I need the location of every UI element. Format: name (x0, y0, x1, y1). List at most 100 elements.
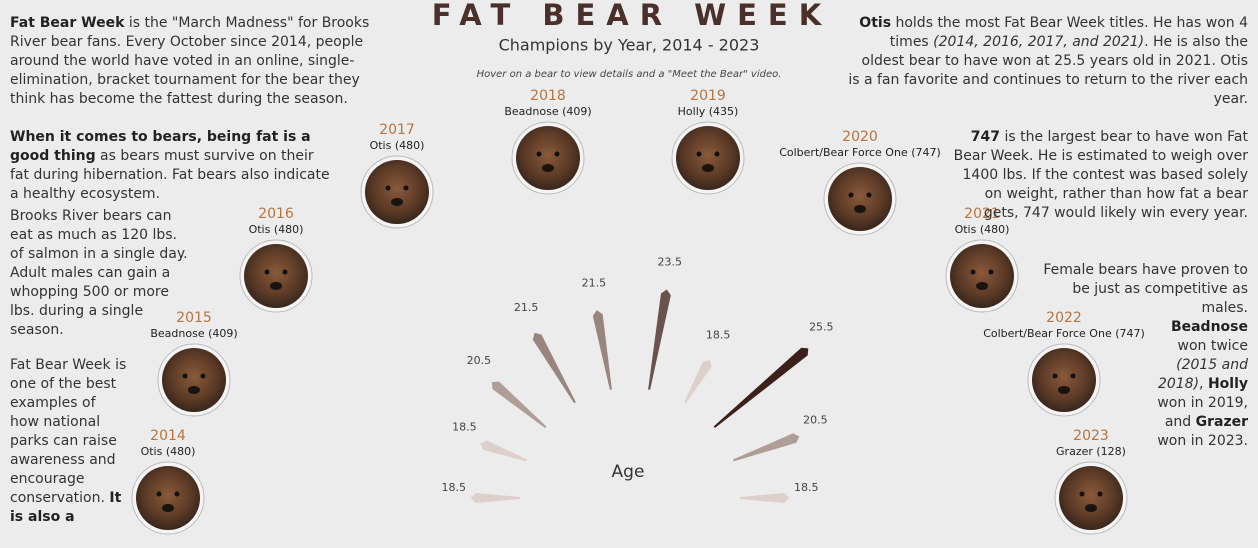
bear-eye (1070, 373, 1076, 379)
hint: Hover on a bear to view details and a "M… (477, 69, 782, 80)
age-label: 21.5 (514, 301, 539, 314)
text-run: holds the most Fat Bear Week titles. He … (889, 15, 1248, 50)
right-para: Beadnose won twice (2015 and 2018), Holl… (1140, 318, 1248, 451)
bear-eye (714, 151, 720, 157)
bear-eye (554, 151, 560, 157)
text-run: is the largest bear to have won Fat Bear… (953, 129, 1248, 221)
age-label: 20.5 (467, 354, 492, 367)
year-label: 2021 (964, 206, 1000, 222)
text-run: (2014, 2016, 2017, and 2021) (933, 34, 1145, 50)
age-bar (713, 347, 809, 429)
bear-name: Beadnose (409) (504, 105, 591, 118)
age-label: 18.5 (442, 481, 467, 494)
text-run: (2015 and 2018) (1157, 357, 1248, 392)
age-label: 20.5 (803, 414, 828, 427)
left-para: Fat Bear Week is one of the best example… (10, 356, 128, 527)
bear-photo (950, 244, 1014, 308)
right-para: Female bears have proven to be just as c… (1040, 261, 1248, 318)
text-run: is the "March Madness" for Brooks River … (10, 15, 370, 107)
year-label: 2017 (379, 122, 415, 138)
bear-name: Beadnose (409) (150, 327, 237, 340)
text-run: Otis (859, 15, 892, 31)
right-para: 747 is the largest bear to have won Fat … (950, 128, 1248, 223)
bear-name: Holly (435) (678, 105, 739, 118)
age-label: 18.5 (452, 421, 477, 434)
age-label: 21.5 (582, 276, 607, 289)
bear-nose (976, 282, 988, 290)
bear-eye (988, 269, 994, 275)
text-run: Grazer (1195, 414, 1248, 430)
age-bar (733, 433, 800, 462)
age-bar (684, 360, 712, 404)
bear-photo (828, 167, 892, 231)
bear-nose (1085, 504, 1097, 512)
axis-label: Age (612, 462, 645, 482)
year-label: 2023 (1073, 428, 1109, 444)
text-run: 747 (970, 129, 1000, 145)
bear-eye (696, 151, 702, 157)
bear-nose (162, 504, 174, 512)
year-label: 2018 (530, 88, 566, 104)
bear-eye (536, 151, 542, 157)
bear-eye (200, 373, 206, 379)
age-label: 18.5 (794, 481, 819, 494)
bear-eye (1097, 491, 1103, 497)
bear-nose (391, 198, 403, 206)
text-run: When it comes to bears, being fat is a g… (10, 129, 311, 164)
text-run: won twice (1177, 338, 1248, 354)
bear-photo (365, 160, 429, 224)
bear-eye (282, 269, 288, 275)
bear-nose (854, 205, 866, 213)
text-run: Fat Bear Week (10, 15, 125, 31)
bear-photo (136, 466, 200, 530)
bear-name: Otis (480) (249, 223, 304, 236)
text-run: as bears must survive on their fat durin… (10, 148, 330, 202)
text-run: Beadnose (1170, 319, 1248, 335)
left-para: Fat Bear Week is the "March Madness" for… (10, 14, 395, 109)
bear-eye (1079, 491, 1085, 497)
text-run: Holly (1207, 376, 1248, 392)
age-label: 25.5 (809, 320, 834, 333)
text-run: Female bears have proven to be just as c… (1043, 262, 1248, 316)
year-label: 2020 (842, 129, 878, 145)
bear-eye (970, 269, 976, 275)
age-bar (491, 381, 547, 429)
bear-photo (676, 126, 740, 190)
bear-name: Otis (480) (141, 445, 196, 458)
bear-eye (385, 185, 391, 191)
age-bar (532, 332, 576, 404)
bear-nose (542, 164, 554, 172)
bear-eye (848, 192, 854, 198)
left-para: When it comes to bears, being fat is a g… (10, 128, 332, 204)
text-run: won in 2023. (1157, 433, 1248, 449)
bear-eye (1052, 373, 1058, 379)
bear-name: Colbert/Bear Force One (747) (983, 327, 1145, 340)
year-label: 2019 (690, 88, 726, 104)
text-run: Brooks River bears can eat as much as 12… (10, 208, 188, 338)
bear-photo (1059, 466, 1123, 530)
bear-name: Colbert/Bear Force One (747) (779, 146, 941, 159)
year-label: 2022 (1046, 310, 1082, 326)
text-run: . He is also the oldest bear to have won… (848, 34, 1248, 107)
text-run: It is also a (10, 490, 122, 525)
bear-eye (156, 491, 162, 497)
right-para: Otis holds the most Fat Bear Week titles… (848, 14, 1248, 109)
year-label: 2016 (258, 206, 294, 222)
bear-photo (244, 244, 308, 308)
bear-photo (1032, 348, 1096, 412)
bear-eye (264, 269, 270, 275)
year-label: 2014 (150, 428, 186, 444)
bear-nose (270, 282, 282, 290)
left-para: Brooks River bears can eat as much as 12… (10, 207, 190, 340)
text-run: , (1199, 376, 1208, 392)
age-bar (470, 493, 520, 503)
age-bar (480, 440, 527, 462)
bear-nose (1058, 386, 1070, 394)
bear-name: Otis (480) (370, 139, 425, 152)
bear-eye (866, 192, 872, 198)
text-run: won in 2019, and (1157, 395, 1248, 430)
text-run: Fat Bear Week is one of the best example… (10, 357, 127, 506)
bear-eye (182, 373, 188, 379)
